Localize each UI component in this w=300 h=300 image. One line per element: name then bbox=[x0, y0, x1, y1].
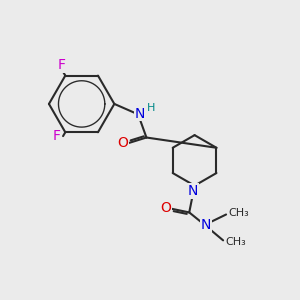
Text: CH₃: CH₃ bbox=[229, 208, 249, 218]
Text: N: N bbox=[135, 107, 146, 121]
Text: N: N bbox=[201, 218, 211, 232]
Text: H: H bbox=[146, 103, 155, 113]
Text: O: O bbox=[160, 201, 171, 215]
Text: O: O bbox=[117, 136, 128, 151]
Text: F: F bbox=[58, 58, 66, 72]
Text: F: F bbox=[52, 129, 61, 143]
Text: N: N bbox=[188, 184, 198, 198]
Text: CH₃: CH₃ bbox=[226, 237, 246, 247]
